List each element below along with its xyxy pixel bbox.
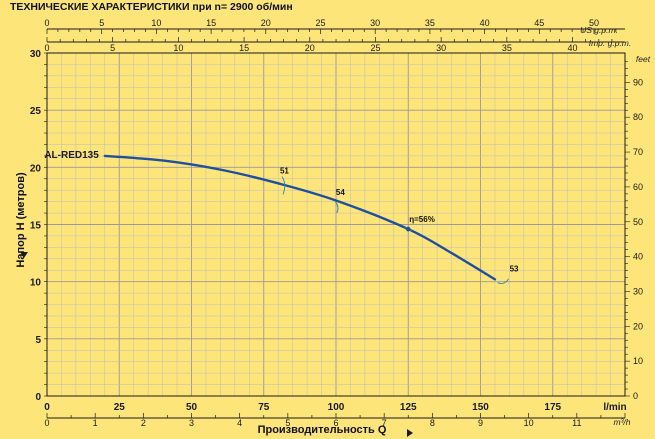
imp-gpm-tick-label: 35: [502, 43, 512, 53]
imp-gpm-tick-label: 10: [173, 43, 183, 53]
us-gpm-tick-label: 30: [370, 18, 380, 28]
x-tick-label: 50: [186, 402, 198, 413]
m3h-tick-label: 10: [524, 418, 534, 428]
m3h-tick-label: 8: [430, 418, 435, 428]
m3h-tick-label: 11: [572, 418, 581, 428]
efficiency-label: η=56%: [409, 215, 435, 224]
y-tick-label: 30: [30, 49, 42, 60]
feet-tick-label: 50: [633, 217, 643, 227]
y-tick-label: 20: [30, 163, 42, 174]
feet-tick-label: 20: [633, 321, 643, 331]
y-tick-label: 25: [30, 106, 42, 117]
x-unit-label: l/min: [603, 402, 626, 413]
m3h-unit-label: m³/h: [614, 417, 631, 427]
efficiency-label: 51: [280, 166, 289, 175]
feet-tick-label: 0: [633, 391, 638, 401]
m3h-tick-label: 5: [285, 418, 290, 428]
series-label: AL-RED135: [44, 150, 99, 161]
x-tick-label: 100: [328, 402, 345, 413]
us-gpm-tick-label: 45: [534, 18, 544, 28]
y-tick-label: 0: [35, 392, 41, 403]
x-axis-arrow-icon: [407, 429, 413, 437]
m3h-tick-label: 2: [141, 418, 146, 428]
efficiency-mark: [281, 176, 286, 195]
imp-gpm-tick-label: 25: [370, 43, 380, 53]
m3h-tick-label: 3: [189, 418, 194, 428]
efficiency-label: 54: [336, 188, 345, 197]
imp-gpm-tick-label: 15: [239, 43, 249, 53]
chart-title: ТЕХНИЧЕСКИЕ ХАРАКТЕРИСТИКИ при n= 2900 о…: [10, 1, 293, 13]
us-gpm-tick-label: 10: [151, 18, 161, 28]
x-tick-label: 0: [44, 402, 50, 413]
us-gpm-tick-label: 15: [206, 18, 216, 28]
imp-gpm-tick-label: 0: [44, 43, 49, 53]
feet-tick-label: 10: [633, 356, 643, 366]
pump-curve-line: [103, 154, 497, 281]
imp-gpm-tick-label: 30: [436, 43, 446, 53]
feet-unit: feet: [636, 54, 651, 64]
us-gpm-tick-label: 40: [480, 18, 490, 28]
series-layer: AL-RED135 51 54 η=56% 53: [44, 150, 519, 284]
imp-gpm-tick-label: 5: [110, 43, 115, 53]
feet-tick-label: 40: [633, 252, 643, 262]
efficiency-mark: [334, 200, 339, 214]
m3h-tick-label: 0: [44, 418, 49, 428]
y-tick-label: 15: [30, 221, 42, 232]
feet-tick-label: 70: [633, 147, 643, 157]
us-gpm-tick-label: 0: [44, 18, 49, 28]
imp-gpm-tick-label: 20: [305, 43, 315, 53]
top-axes: 0 5 10 15 20 25 30 35 40 45 50 0 5 10 15 20 25 30 35 40: [44, 18, 625, 53]
m3h-tick-label: 7: [382, 418, 387, 428]
y-axis-label: Напор H (метров): [15, 172, 27, 268]
feet-tick-label: 80: [633, 112, 643, 122]
x-tick-label: 150: [472, 402, 489, 413]
m3h-tick-label: 4: [237, 418, 242, 428]
x-tick-label: 175: [544, 402, 561, 413]
m3h-tick-label: 6: [333, 418, 338, 428]
us-gpm-tick-label: 5: [99, 18, 104, 28]
y-axis-meters: 0 5 10 15 20 25 30: [30, 49, 47, 403]
feet-tick-label: 90: [633, 77, 643, 87]
us-gpm-unit: US g.p.m.: [580, 25, 618, 35]
efficiency-mark: [497, 278, 510, 284]
m3h-tick-label: 9: [478, 418, 483, 428]
x-axis-lmin: 0 25 50 75 100 125 150 175 l/min: [44, 402, 626, 413]
us-gpm-tick-label: 25: [315, 18, 325, 28]
y-axis-arrow-icon: [20, 252, 28, 258]
y-tick-label: 10: [30, 278, 42, 289]
y-axis-feet: 0 10 20 30 40 50 60 70 80 90: [625, 61, 643, 401]
x-tick-label: 125: [400, 402, 417, 413]
efficiency-label: 53: [510, 265, 519, 274]
feet-tick-label: 30: [633, 286, 643, 296]
efficiency-peak-dot: [405, 226, 411, 232]
imp-gpm-tick-label: 40: [568, 43, 578, 53]
feet-tick-label: 60: [633, 182, 643, 192]
x-axis-m3h: 0 1 2 3 4 5 6 7 8 9 10 11 m³/h: [44, 413, 631, 428]
x-axis-label: Производительность Q: [258, 424, 387, 436]
y-tick-label: 5: [35, 335, 41, 346]
imp-gpm-unit: Imp. g.p.m.: [589, 38, 632, 48]
us-gpm-tick-label: 20: [261, 18, 271, 28]
x-tick-label: 25: [114, 402, 126, 413]
x-tick-label: 75: [258, 402, 270, 413]
us-gpm-tick-label: 35: [425, 18, 435, 28]
m3h-tick-label: 1: [93, 418, 98, 428]
grid: [47, 52, 626, 396]
us-gpm-tick-label: 50: [589, 18, 599, 28]
